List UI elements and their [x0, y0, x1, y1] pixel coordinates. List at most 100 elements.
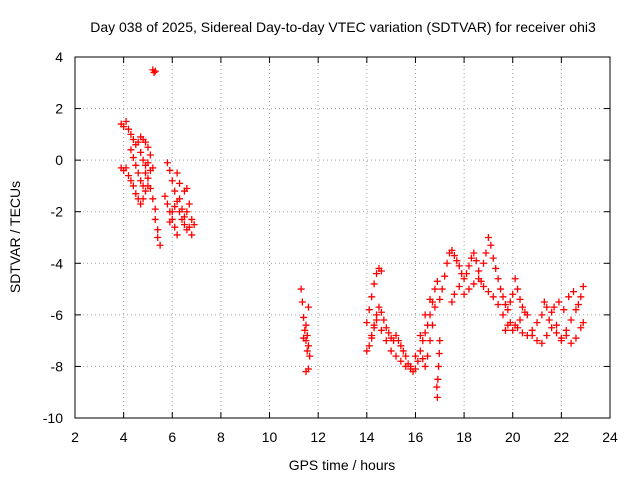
- data-point: [154, 226, 162, 234]
- data-point: [431, 303, 439, 311]
- data-point: [139, 156, 147, 164]
- data-point: [142, 187, 150, 195]
- x-axis-label: GPS time / hours: [289, 457, 396, 473]
- data-point: [435, 350, 443, 358]
- data-point: [363, 347, 371, 355]
- data-point: [185, 223, 193, 231]
- data-point: [475, 275, 483, 283]
- data-point: [511, 321, 519, 329]
- data-point: [304, 303, 312, 311]
- data-point: [480, 259, 488, 267]
- data-point: [421, 362, 429, 370]
- data-point: [300, 313, 308, 321]
- data-point: [387, 347, 395, 355]
- data-point: [382, 324, 390, 332]
- data-point: [188, 231, 196, 239]
- data-point: [365, 306, 373, 314]
- data-point: [567, 316, 575, 324]
- data-point: [166, 218, 174, 226]
- data-point: [154, 234, 162, 241]
- data-point: [397, 342, 405, 350]
- data-point: [368, 293, 376, 301]
- data-point: [455, 262, 463, 270]
- data-point: [482, 249, 490, 257]
- data-point: [572, 334, 580, 342]
- data-point: [180, 221, 188, 229]
- data-point: [168, 208, 176, 216]
- data-point: [392, 331, 400, 339]
- data-point: [144, 143, 152, 151]
- data-point: [431, 285, 439, 293]
- data-point: [301, 326, 309, 334]
- data-point: [506, 298, 514, 306]
- data-point: [472, 257, 480, 265]
- data-point: [302, 368, 310, 376]
- data-point: [501, 301, 509, 309]
- data-point: [419, 337, 427, 345]
- data-point: [538, 339, 546, 347]
- x-tick-label: 2: [71, 429, 79, 445]
- data-point: [125, 125, 132, 133]
- data-point: [572, 306, 580, 314]
- data-point: [392, 352, 400, 360]
- data-point: [139, 195, 147, 203]
- data-point: [166, 166, 174, 174]
- data-point: [450, 252, 458, 260]
- plot-frame: [74, 56, 611, 419]
- data-point: [433, 277, 441, 285]
- data-point: [149, 195, 157, 203]
- data-point: [163, 200, 171, 208]
- data-point: [562, 331, 570, 339]
- data-point: [377, 308, 385, 316]
- data-point: [144, 174, 152, 182]
- data-point: [161, 192, 169, 200]
- data-point: [499, 293, 507, 301]
- data-point: [455, 282, 463, 290]
- data-point: [129, 154, 137, 162]
- data-point: [382, 337, 390, 345]
- data-point: [492, 264, 500, 272]
- data-point: [514, 285, 522, 293]
- x-tick-label: 16: [408, 429, 424, 445]
- data-point: [487, 241, 495, 249]
- data-point: [373, 316, 381, 324]
- data-point: [150, 68, 158, 76]
- data-point: [173, 231, 181, 239]
- data-point: [142, 138, 150, 146]
- data-point: [122, 164, 130, 172]
- data-point: [377, 326, 385, 334]
- data-point: [120, 123, 128, 131]
- data-point: [414, 357, 422, 365]
- data-point: [465, 285, 473, 293]
- data-point: [416, 331, 424, 339]
- x-tick-label: 12: [310, 429, 326, 445]
- x-tick-label: 14: [359, 429, 375, 445]
- data-point: [163, 159, 171, 167]
- data-point: [183, 208, 191, 216]
- data-point: [435, 362, 443, 370]
- data-point: [465, 262, 473, 270]
- data-point: [303, 331, 311, 339]
- data-point: [176, 195, 184, 203]
- data-point: [377, 267, 385, 275]
- data-point: [504, 306, 512, 314]
- x-tick-label: 4: [120, 429, 128, 445]
- data-point: [129, 182, 137, 190]
- data-point: [407, 362, 415, 370]
- data-point: [450, 290, 458, 298]
- data-point: [151, 205, 159, 213]
- data-point: [129, 136, 137, 144]
- data-point: [543, 303, 551, 311]
- y-tick-label: -2: [51, 204, 64, 220]
- data-point: [506, 319, 514, 327]
- data-point: [501, 326, 509, 334]
- chart-title: Day 038 of 2025, Sidereal Day-to-day VTE…: [90, 19, 596, 35]
- data-point: [411, 352, 419, 360]
- data-point: [553, 321, 560, 329]
- data-point: [428, 321, 436, 329]
- x-tick-label: 18: [456, 429, 472, 445]
- data-point: [463, 270, 471, 278]
- data-point: [171, 187, 179, 195]
